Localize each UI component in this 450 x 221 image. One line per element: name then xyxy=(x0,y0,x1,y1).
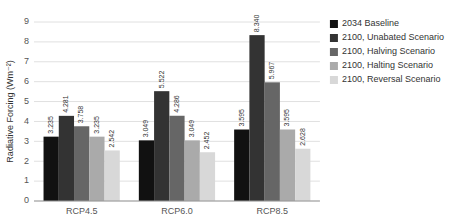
y-tick-label: 9 xyxy=(24,16,29,26)
bar xyxy=(44,137,59,201)
data-label: 3.758 xyxy=(77,106,84,124)
y-tick-label: 7 xyxy=(24,56,29,66)
grid-line xyxy=(34,81,320,82)
y-tick-label: 3 xyxy=(24,136,29,146)
data-label: 3.595 xyxy=(238,109,245,127)
legend-swatch xyxy=(330,20,338,28)
y-tick-label: 8 xyxy=(24,36,29,46)
data-label: 3.049 xyxy=(188,120,195,138)
data-label: 2.542 xyxy=(108,130,115,148)
x-tick-label: RCP8.5 xyxy=(257,206,289,216)
bar xyxy=(154,91,169,201)
data-label: 4.281 xyxy=(62,95,69,113)
legend-label: 2100, Reversal Scenario xyxy=(342,74,441,84)
legend-label: 2100, Halving Scenario xyxy=(342,46,435,56)
data-label: 2.452 xyxy=(203,132,210,150)
data-labels: 3.235 3.049 3.595 4.281 5.522 8.340 3.758 4.286… xyxy=(47,15,306,150)
y-axis: 0 1 2 3 4 5 6 7 8 9 xyxy=(24,16,320,205)
data-label: 4.286 xyxy=(173,95,180,113)
bar xyxy=(280,129,295,201)
data-label: 5.522 xyxy=(158,71,165,89)
legend-label: 2100, Halting Scenario xyxy=(342,60,433,70)
x-tick-label: RCP6.0 xyxy=(161,206,193,216)
legend: 2034 Baseline 2100, Unabated Scenario 2100… xyxy=(330,18,444,84)
data-label: 3.235 xyxy=(47,116,54,134)
legend-swatch xyxy=(330,48,338,56)
bar xyxy=(234,129,249,201)
grid-line xyxy=(34,22,320,23)
bar xyxy=(295,149,310,201)
y-tick-label: 5 xyxy=(24,96,29,106)
bar xyxy=(139,140,154,201)
y-tick-label: 0 xyxy=(24,195,29,205)
data-label: 3.235 xyxy=(93,116,100,134)
legend-swatch xyxy=(330,76,338,84)
bar xyxy=(185,140,200,201)
chart: 2034 Baseline2100, Unabated Scenario2100… xyxy=(0,0,450,221)
data-label: 5.967 xyxy=(268,62,275,80)
bars xyxy=(44,35,311,201)
bar xyxy=(249,35,264,201)
x-axis: RCP4.5 RCP6.0 RCP8.5 xyxy=(34,201,320,216)
legend-label: 2034 Baseline xyxy=(342,18,399,28)
data-label: 2.628 xyxy=(299,128,306,146)
y-tick-label: 1 xyxy=(24,175,29,185)
bar xyxy=(265,82,280,201)
bar xyxy=(59,116,74,201)
legend-swatch xyxy=(330,62,338,70)
legend-swatch xyxy=(330,34,338,42)
grid-line xyxy=(34,61,320,62)
bar xyxy=(200,152,215,201)
grid-line xyxy=(34,201,320,202)
y-tick-label: 2 xyxy=(24,156,29,166)
legend-label: 2100, Unabated Scenario xyxy=(342,32,444,42)
x-axis-line xyxy=(34,201,320,202)
bar xyxy=(169,116,184,201)
y-axis-label: Radiative Forcing (Wm⁻²) xyxy=(5,60,15,162)
grid-line xyxy=(34,41,320,42)
y-tick-label: 4 xyxy=(24,116,29,126)
x-tick-label: RCP4.5 xyxy=(66,206,98,216)
bar xyxy=(89,137,104,201)
y-tick-label: 6 xyxy=(24,76,29,86)
bar xyxy=(105,150,120,201)
bar xyxy=(74,126,89,201)
data-label: 3.049 xyxy=(142,120,149,138)
data-label: 3.595 xyxy=(283,109,290,127)
data-label: 8.340 xyxy=(253,15,260,33)
